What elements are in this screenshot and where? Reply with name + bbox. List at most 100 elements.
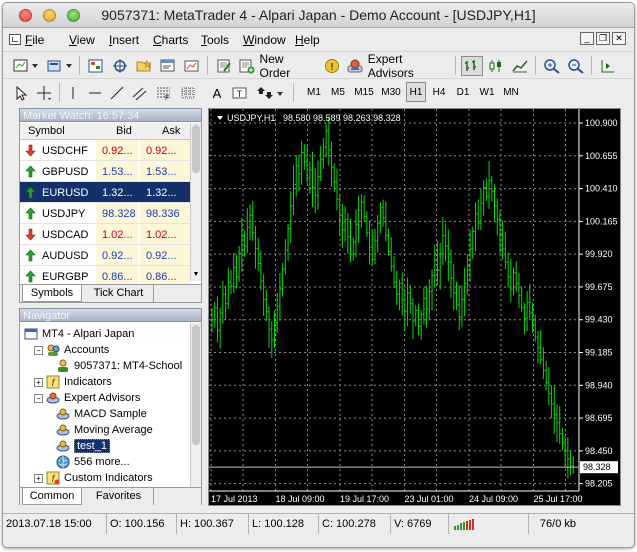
timeframe-m15-button[interactable]: M15 <box>354 86 374 98</box>
price-bar <box>333 163 336 192</box>
close-window-button[interactable] <box>19 9 32 22</box>
market-watch-toggle-button[interactable] <box>85 56 107 76</box>
collapse-icon[interactable]: − <box>34 393 43 403</box>
market-watch-row[interactable]: AUDUSD 0.92... 0.92... <box>20 245 190 266</box>
timeframe-m30-button[interactable]: M30 <box>381 86 401 98</box>
crosshair-target-icon <box>113 59 127 73</box>
navigator-item[interactable]: 9057371: MT4-School <box>44 358 182 374</box>
tab-symbols[interactable]: Symbols <box>22 285 82 302</box>
column-bid[interactable]: Bid <box>116 125 132 137</box>
vertical-line-button[interactable] <box>63 83 83 103</box>
navigator-item[interactable]: − Accounts <box>34 342 109 358</box>
price-bar <box>381 199 385 227</box>
arrows-dropdown-icon <box>257 87 283 99</box>
timeframe-d1-button[interactable]: D1 <box>456 86 470 98</box>
new-order-button[interactable]: New Order <box>237 52 317 80</box>
menu-insert[interactable]: Insert <box>109 33 140 47</box>
gann-grid-button[interactable] <box>177 83 199 103</box>
menu-view[interactable]: View <box>69 33 95 47</box>
fibonacci-button[interactable]: F <box>153 83 175 103</box>
expand-icon[interactable]: + <box>34 377 43 387</box>
menu-charts[interactable]: Charts <box>153 33 189 47</box>
market-watch-row[interactable]: USDCHF 0.92... 0.92... <box>20 140 190 161</box>
menu-tools[interactable]: Tools <box>201 33 230 47</box>
column-symbol[interactable]: Symbol <box>28 125 65 137</box>
timeframe-w1-button[interactable]: W1 <box>479 86 495 98</box>
mdi-close-button[interactable]: ✕ <box>612 32 626 45</box>
line-chart-button[interactable] <box>509 56 531 76</box>
price-bar <box>371 229 374 266</box>
minimize-window-button[interactable] <box>43 9 56 22</box>
timeframe-h1-button[interactable]: H1 <box>406 82 426 102</box>
cursor-tool-button[interactable] <box>11 83 31 103</box>
mdi-restore-button[interactable]: ❐ <box>596 32 610 45</box>
collapse-icon[interactable]: − <box>34 345 43 355</box>
warning-circle-icon: ! <box>325 59 339 73</box>
zoom-out-button[interactable] <box>565 56 587 76</box>
autotrading-warning-button[interactable]: ! <box>321 56 343 76</box>
timeframe-h4-button[interactable]: H4 <box>432 86 446 98</box>
chart-canvas[interactable]: 100.900 100.655 100.410 100.165 99.920 99.675… <box>209 109 620 505</box>
data-window-button[interactable] <box>109 56 131 76</box>
price-bar <box>297 154 301 192</box>
tab-favorites[interactable]: Favorites <box>84 488 154 505</box>
status-datetime: 2013.07.18 15:00 <box>3 514 107 534</box>
navigator-toggle-button[interactable] <box>133 56 155 76</box>
timeframe-mn-button[interactable]: MN <box>503 86 519 98</box>
text-label-tool-button[interactable]: T <box>229 83 251 103</box>
horizontal-line-button[interactable] <box>85 83 105 103</box>
navigator-item[interactable]: test_1 <box>44 438 110 454</box>
navigator-item[interactable]: Moving Average <box>44 422 153 438</box>
price-bar <box>487 161 491 209</box>
tab-tick-chart[interactable]: Tick Chart <box>84 285 154 302</box>
expand-icon[interactable]: + <box>34 473 43 483</box>
market-watch-row[interactable]: USDCAD 1.02... 1.02... <box>20 224 190 245</box>
bar-chart-button[interactable] <box>461 56 483 76</box>
text-tool-button[interactable]: A <box>207 83 227 103</box>
navigator-item[interactable]: MT4 - Alpari Japan <box>24 326 134 342</box>
equidistant-channel-button[interactable] <box>129 83 151 103</box>
navigator-scrollbar[interactable] <box>190 323 201 487</box>
market-watch-row[interactable]: EURGBP 0.86... 0.86... <box>20 266 190 287</box>
chart-menu-triangle-icon[interactable] <box>217 116 223 120</box>
tab-common[interactable]: Common <box>22 488 82 505</box>
connection-status[interactable] <box>449 514 529 534</box>
zoom-window-button[interactable] <box>67 9 80 22</box>
new-chart-button[interactable] <box>11 56 41 76</box>
crosshair-tool-button[interactable] <box>33 83 55 103</box>
market-watch-row[interactable]: USDJPY 98.328 98.336 <box>20 203 190 224</box>
navigator-item[interactable]: − Expert Advisors <box>34 390 140 406</box>
metaeditor-button[interactable] <box>213 56 235 76</box>
navigator-item[interactable]: + f Indicators <box>34 374 112 390</box>
mdi-minimize-button[interactable]: _ <box>580 32 594 45</box>
scrollbar-thumb[interactable] <box>192 125 200 173</box>
navigator-item[interactable]: 556 more... <box>44 454 130 470</box>
chart-shift-button[interactable] <box>597 56 619 76</box>
price-chart[interactable]: 100.900 100.655 100.410 100.165 99.920 99.675… <box>208 108 621 506</box>
menu-help[interactable]: Help <box>295 33 320 47</box>
price-bar <box>411 298 415 340</box>
trendline-button[interactable] <box>107 83 127 103</box>
market-watch-row[interactable]: EURUSD 1.32... 1.32... <box>20 182 190 203</box>
zoom-in-button[interactable] <box>541 56 563 76</box>
expert-advisors-button[interactable]: Expert Advisors <box>345 52 451 80</box>
profiles-button[interactable] <box>45 56 75 76</box>
terminal-toggle-button[interactable] <box>157 56 179 76</box>
scroll-down-arrow-icon[interactable]: ▼ <box>192 271 200 278</box>
menu-window[interactable]: Window <box>243 33 286 47</box>
navigator-item[interactable]: MACD Sample <box>44 406 147 422</box>
strategy-tester-button[interactable] <box>181 56 203 76</box>
scrollbar-thumb[interactable] <box>192 325 200 445</box>
arrows-tool-button[interactable] <box>255 83 287 103</box>
candlestick-chart-button[interactable] <box>485 56 507 76</box>
title-bar[interactable]: 9057371: MetaTrader 4 - Alpari Japan - D… <box>3 3 634 28</box>
market-watch-scrollbar[interactable]: ▼ <box>190 123 201 281</box>
navigator-item[interactable]: + f Custom Indicators <box>34 470 153 486</box>
timeframe-m5-button[interactable]: M5 <box>331 86 345 98</box>
menu-file[interactable]: File <box>25 33 45 47</box>
market-watch-row[interactable]: GBPUSD 1.53... 1.53... <box>20 161 190 182</box>
price-bar <box>352 237 355 261</box>
column-ask[interactable]: Ask <box>162 125 181 137</box>
timeframe-m1-button[interactable]: M1 <box>307 86 321 98</box>
symbol-name: EURUSD <box>42 187 89 199</box>
